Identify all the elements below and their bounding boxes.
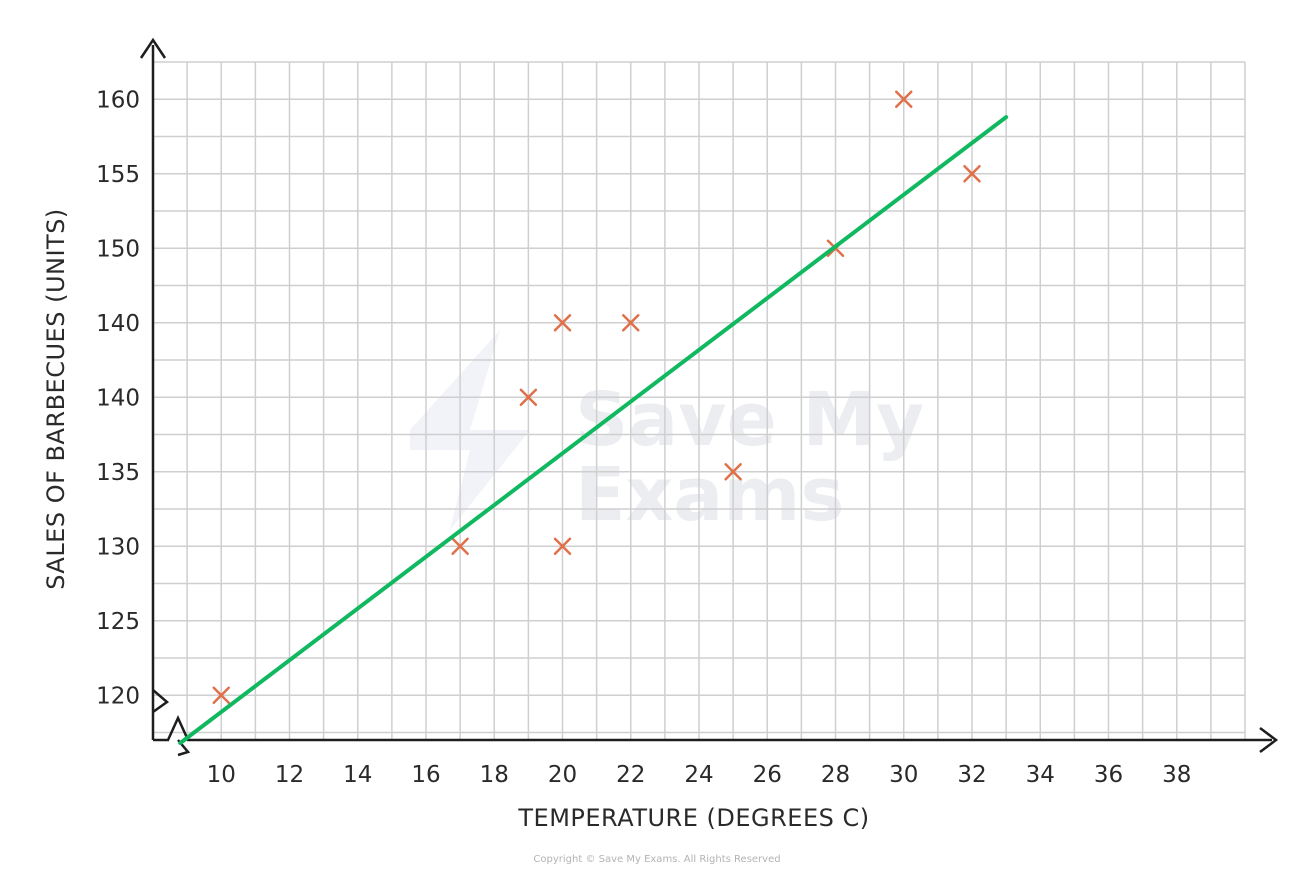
watermark-line2: Exams — [575, 452, 844, 538]
x-tick-label: 32 — [957, 762, 986, 788]
x-tick-label: 20 — [548, 762, 577, 788]
y-tick-label: 135 — [96, 460, 140, 486]
x-tick-label: 14 — [343, 762, 372, 788]
y-tick-label: 130 — [96, 534, 140, 560]
y-tick-label: 140 — [96, 311, 140, 337]
x-tick-label: 36 — [1094, 762, 1123, 788]
x-tick-label: 12 — [275, 762, 304, 788]
x-tick-label: 24 — [684, 762, 713, 788]
x-axis-arrowhead — [1259, 727, 1279, 753]
x-tick-label: 34 — [1026, 762, 1055, 788]
x-tick-label: 16 — [411, 762, 440, 788]
x-tick-label: 28 — [821, 762, 850, 788]
watermark: Save My Exams — [410, 330, 924, 538]
data-point — [519, 388, 538, 407]
data-point — [724, 463, 742, 481]
y-axis-title: SALES OF BARBECUES (UNITS) — [42, 208, 70, 590]
watermark-line1: Save My — [575, 377, 924, 463]
data-point — [895, 90, 913, 109]
y-tick-label: 120 — [96, 683, 140, 709]
x-tick-label: 38 — [1162, 762, 1191, 788]
data-point — [553, 314, 572, 332]
data-points — [212, 90, 981, 705]
data-point — [212, 686, 230, 705]
data-point — [553, 537, 572, 556]
x-axis-title: TEMPERATURE (DEGREES C) — [517, 804, 869, 832]
y-tick-label: 160 — [96, 87, 140, 113]
data-point — [451, 537, 469, 556]
x-tick-label: 18 — [480, 762, 509, 788]
tick-labels: 10 12 14 16 18 20 22 24 26 28 30 32 34 36 38 120 125 130 1… — [96, 87, 1191, 788]
x-axis — [153, 714, 1272, 742]
y-tick-label: 155 — [96, 162, 140, 188]
chart-grid — [153, 61, 1246, 740]
x-tick-label: 10 — [207, 762, 236, 788]
x-tick-label: 22 — [616, 762, 645, 788]
y-axis-arrowhead — [139, 37, 167, 59]
y-tick-label: 150 — [96, 236, 140, 262]
copyright-notice: Copyright © Save My Exams. All Rights Re… — [533, 854, 780, 865]
watermark-logo — [410, 330, 530, 530]
y-tick-label: 140 — [96, 385, 140, 411]
x-tick-label: 30 — [889, 762, 918, 788]
y-axis — [151, 45, 170, 740]
y-tick-label: 125 — [96, 609, 140, 635]
data-point — [622, 314, 640, 332]
line-of-best-fit — [178, 115, 1009, 745]
data-point — [963, 165, 981, 183]
x-tick-label: 26 — [753, 762, 782, 788]
